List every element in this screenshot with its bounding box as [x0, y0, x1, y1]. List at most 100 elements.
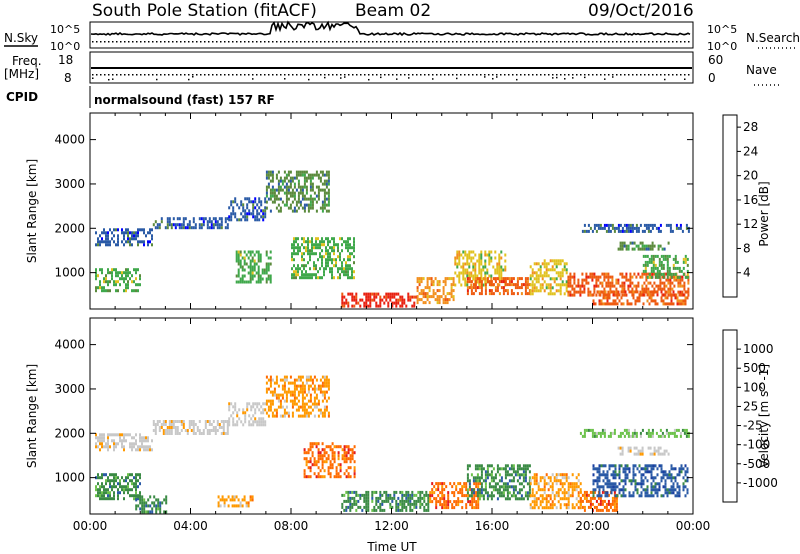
- echo-cell: [327, 243, 329, 247]
- echo-cell: [133, 268, 135, 272]
- echo-cell: [662, 266, 665, 270]
- echo-cell: [447, 494, 450, 498]
- echo-region: [529, 259, 568, 296]
- echo-cell: [243, 256, 246, 260]
- echo-cell: [135, 234, 137, 238]
- echo-cell: [490, 274, 493, 278]
- echo-cell: [323, 194, 326, 198]
- echo-cell: [291, 179, 294, 183]
- echo-cell: [291, 209, 294, 213]
- nave-dot: [552, 77, 554, 79]
- echo-cell: [248, 212, 251, 216]
- echo-cell: [608, 482, 611, 486]
- echo-cell: [212, 223, 215, 227]
- echo-cell: [573, 281, 576, 285]
- echo-cell: [469, 488, 472, 492]
- nave-dot: [96, 74, 98, 76]
- echo-cell: [349, 267, 351, 271]
- echo-cell: [275, 173, 278, 177]
- echo-region: [228, 197, 267, 222]
- echo-cell: [323, 384, 326, 388]
- echo-cell: [236, 203, 239, 207]
- echo-cell: [301, 173, 304, 177]
- echo-cell: [674, 254, 677, 258]
- echo-cell: [313, 472, 316, 476]
- echo-cell: [476, 277, 479, 281]
- echo-cell: [646, 488, 649, 492]
- echo-cell: [223, 501, 226, 505]
- echo-cell: [309, 267, 311, 271]
- echo-cell: [264, 402, 267, 406]
- echo-cell: [658, 275, 661, 279]
- echo-cell: [301, 270, 303, 274]
- echo-region: [217, 495, 254, 508]
- echo-cell: [411, 502, 414, 506]
- echo-cell: [675, 278, 678, 282]
- echo-cell: [99, 488, 101, 492]
- echo-cell: [619, 244, 622, 248]
- echo-cell: [682, 485, 685, 489]
- nave-dot: [592, 74, 594, 76]
- echo-cell: [323, 179, 326, 183]
- echo-cell: [301, 276, 303, 280]
- nave-dot: [408, 77, 410, 79]
- echo-cell: [347, 475, 350, 479]
- echo-cell: [252, 200, 255, 204]
- echo-cell: [127, 228, 129, 232]
- echo-cell: [472, 265, 475, 269]
- echo-cell: [601, 226, 604, 230]
- echo-cell: [361, 493, 364, 497]
- echo-cell: [149, 504, 152, 508]
- echo-cell: [236, 423, 239, 427]
- echo-cell: [242, 411, 245, 415]
- echo-cell: [407, 295, 410, 299]
- colorbar-tick-label: -25: [743, 419, 763, 433]
- echo-cell: [194, 226, 197, 230]
- echo-cell: [494, 280, 497, 284]
- echo-cell: [625, 428, 628, 432]
- echo-cell: [315, 405, 318, 409]
- echo-cell: [307, 390, 310, 394]
- echo-cell: [333, 249, 335, 253]
- echo-cell: [559, 503, 562, 507]
- echo-cell: [325, 399, 328, 403]
- echo-cell: [616, 296, 619, 300]
- echo-cell: [585, 499, 588, 503]
- echo-cell: [445, 506, 448, 510]
- echo-cell: [139, 274, 141, 278]
- echo-cell: [575, 488, 578, 492]
- nave-dot: [496, 76, 498, 78]
- echo-cell: [287, 188, 290, 192]
- echo-cell: [543, 482, 546, 486]
- echo-cell: [252, 212, 255, 216]
- echo-cell: [443, 497, 446, 501]
- echo-cell: [317, 387, 320, 391]
- echo-cell: [113, 482, 115, 486]
- nave-dot: [664, 74, 666, 76]
- noise-search-dot: [192, 41, 194, 43]
- echo-cell: [160, 220, 163, 224]
- echo-cell: [636, 299, 639, 303]
- echo-cell: [498, 283, 501, 287]
- echo-cell: [611, 496, 614, 500]
- echo-cell: [577, 479, 580, 483]
- echo-cell: [401, 490, 404, 494]
- echo-cell: [311, 451, 314, 455]
- echo-cell: [612, 290, 615, 294]
- echo-cell: [129, 240, 131, 244]
- echo-cell: [313, 399, 316, 403]
- echo-cell: [516, 464, 519, 468]
- echo-cell: [317, 258, 319, 262]
- echo-cell: [202, 217, 205, 221]
- echo-cell: [623, 428, 626, 432]
- echo-cell: [265, 250, 268, 254]
- echo-cell: [545, 286, 548, 290]
- echo-cell: [502, 286, 505, 290]
- echo-cell: [596, 494, 599, 498]
- echo-cell: [657, 287, 660, 291]
- echo-cell: [531, 280, 534, 284]
- echo-cell: [176, 429, 179, 432]
- echo-cell: [650, 476, 653, 480]
- echo-cell: [281, 378, 284, 382]
- echo-cell: [228, 408, 231, 412]
